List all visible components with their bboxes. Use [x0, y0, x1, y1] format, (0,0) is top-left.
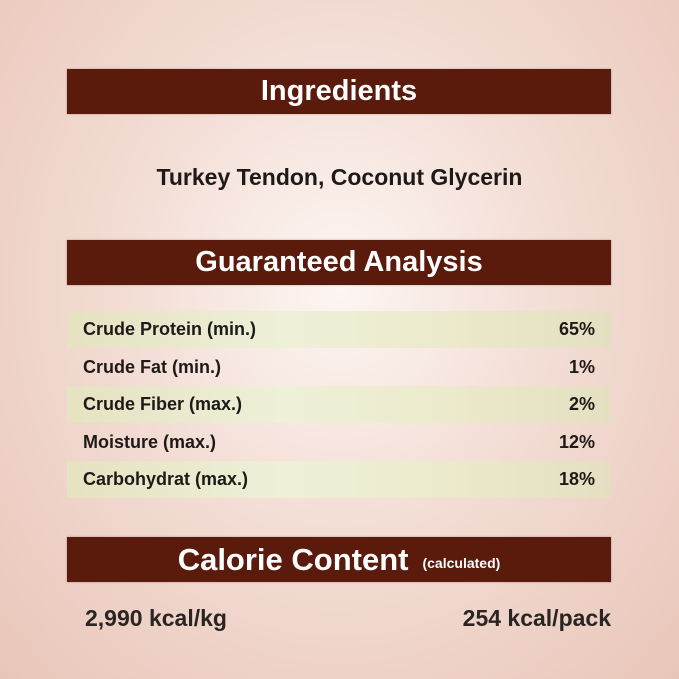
row-value: 2%	[568, 394, 595, 414]
row-value: 18%	[558, 469, 595, 489]
row-value: 1%	[568, 357, 595, 377]
calorie-title: Calorie Content	[177, 541, 409, 577]
calorie-per-kg: 2,990 kcal/kg	[85, 605, 227, 631]
analysis-row: Crude Fat (min.) 1%	[67, 349, 611, 386]
row-value: 65%	[558, 319, 595, 339]
calorie-banner: Calorie Content (calculated)	[67, 537, 611, 582]
calorie-subtitle: (calculated)	[422, 554, 501, 571]
ingredients-text: Turkey Tendon, Coconut Glycerin	[156, 164, 523, 190]
row-label: Crude Protein (min.)	[83, 319, 257, 339]
row-label: Moisture (max.)	[83, 432, 217, 452]
analysis-row: Carbohydrat (max.) 18%	[67, 461, 611, 498]
ingredients-banner: Ingredients	[67, 69, 611, 114]
row-label: Crude Fat (min.)	[83, 357, 221, 377]
row-value: 12%	[558, 432, 595, 452]
row-label: Carbohydrat (max.)	[83, 469, 249, 489]
calorie-per-pack: 254 kcal/pack	[462, 605, 611, 631]
analysis-row: Moisture (max.) 12%	[67, 424, 611, 461]
row-label: Crude Fiber (max.)	[83, 394, 243, 414]
ingredients-title: Ingredients	[260, 75, 418, 107]
analysis-row: Crude Protein (min.) 65%	[67, 311, 611, 348]
analysis-banner: Guaranteed Analysis	[67, 240, 611, 285]
analysis-title: Guaranteed Analysis	[195, 246, 483, 278]
analysis-row: Crude Fiber (max.) 2%	[67, 386, 611, 423]
